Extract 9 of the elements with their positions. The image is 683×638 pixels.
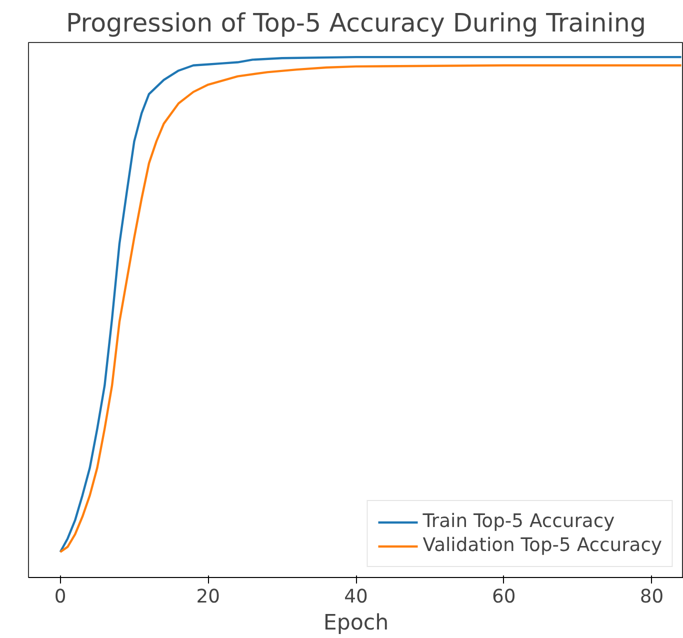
x-axis-title: Epoch: [323, 610, 389, 636]
legend-label: Train Top-5 Accuracy: [422, 511, 615, 532]
x-tick-label: 40: [344, 586, 368, 608]
x-tick-label: 20: [196, 586, 220, 608]
x-tick-label: 60: [492, 586, 516, 608]
chart-title: Progression of Top-5 Accuracy During Training: [66, 8, 646, 38]
legend-label: Validation Top-5 Accuracy: [422, 535, 662, 556]
x-tick-label: 0: [54, 586, 66, 608]
x-tick-label: 80: [640, 586, 664, 608]
